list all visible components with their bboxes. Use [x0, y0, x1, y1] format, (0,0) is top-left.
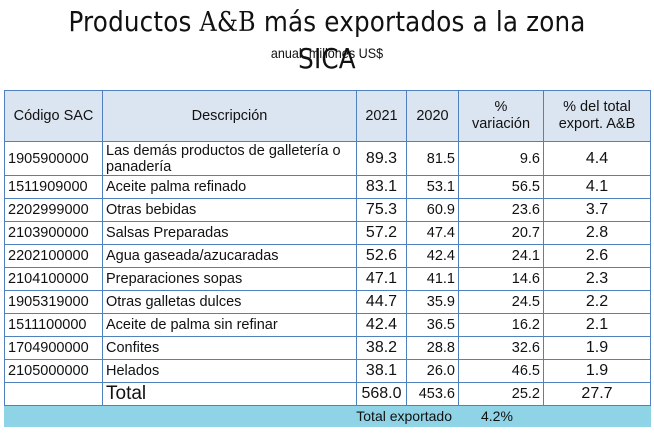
cell-2020: 42.4 [406, 244, 459, 268]
header-share-line2: export. A&B [558, 116, 636, 132]
table-header-row: Código SAC Descripción 2021 2020 % variac… [4, 90, 651, 142]
cell-2020: 47.4 [406, 221, 459, 245]
header-2020: 2020 [406, 90, 459, 142]
header-share: % del total export. A&B [543, 90, 651, 142]
cell-description: Agua gaseada/azucaradas [102, 244, 357, 268]
cell-share: 1.9 [543, 336, 651, 360]
cell-2020: 36.5 [406, 313, 459, 337]
cell-code: 1511100000 [4, 313, 103, 337]
cell-description: Helados [102, 359, 357, 383]
header-share-line1: % del total [563, 99, 631, 115]
cell-variation: 16.2 [458, 313, 544, 337]
cell-share: 2.8 [543, 221, 651, 245]
cell-description: Confites [102, 336, 357, 360]
subtitle-unit: millones US$ [308, 45, 384, 61]
header-variation: % variación [458, 90, 544, 142]
cell-code: 2104100000 [4, 267, 103, 291]
cell-variation: 14.6 [458, 267, 544, 291]
cell-2021: 57.2 [356, 221, 407, 245]
cell-variation: 24.1 [458, 244, 544, 268]
summary-label: Total exportado [4, 405, 459, 427]
page-subtitle: anual millones US$ [33, 44, 622, 62]
cell-2020: 28.8 [406, 336, 459, 360]
cell-variation: 56.5 [458, 175, 544, 199]
title-brand: A&B [199, 7, 256, 38]
cell-variation: 20.7 [458, 221, 544, 245]
cell-share: 2.1 [543, 313, 651, 337]
header-code: Código SAC [4, 90, 103, 142]
cell-variation: 32.6 [458, 336, 544, 360]
total-row: Total 568.0 453.6 25.2 27.7 [4, 382, 651, 406]
cell-2021: 83.1 [356, 175, 407, 199]
cell-code: 1511909000 [4, 175, 103, 199]
table-row: 2202999000 Otras bebidas 75.3 60.9 23.6 … [4, 198, 651, 222]
cell-variation: 23.6 [458, 198, 544, 222]
cell-2020: 26.0 [406, 359, 459, 383]
cell-variation: 9.6 [458, 141, 544, 176]
cell-2021: 44.7 [356, 290, 407, 314]
cell-2021: 47.1 [356, 267, 407, 291]
cell-2021: 38.1 [356, 359, 407, 383]
cell-code: 2103900000 [4, 221, 103, 245]
table-row: 1511100000 Aceite de palma sin refinar 4… [4, 313, 651, 337]
table-row: 2105000000 Helados 38.1 26.0 46.5 1.9 [4, 359, 651, 383]
cell-share: 3.7 [543, 198, 651, 222]
cell-description: Otras galletas dulces [102, 290, 357, 314]
cell-description: Las demás productos de galletería o pana… [102, 141, 357, 176]
cell-share: 4.1 [543, 175, 651, 199]
cell-share: 2.6 [543, 244, 651, 268]
cell-description: Salsas Preparadas [102, 221, 357, 245]
table-row: 1511909000 Aceite palma refinado 83.1 53… [4, 175, 651, 199]
total-label: Total [102, 382, 357, 406]
cell-code: 1905319000 [4, 290, 103, 314]
total-2020: 453.6 [406, 382, 459, 406]
table-row: 2104100000 Preparaciones sopas 47.1 41.1… [4, 267, 651, 291]
header-variation-line2: variación [471, 116, 531, 132]
table-row: 2103900000 Salsas Preparadas 57.2 47.4 2… [4, 221, 651, 245]
cell-2020: 41.1 [406, 267, 459, 291]
cell-code: 2202100000 [4, 244, 103, 268]
header-variation-line1: % [494, 99, 508, 115]
header-description: Descripción [102, 90, 357, 142]
total-code-cell [4, 382, 103, 406]
title-rest: más exportados a la zona SICA [255, 5, 586, 75]
page-title: Productos A&B más exportados a la zona S… [39, 4, 615, 77]
cell-variation: 46.5 [458, 359, 544, 383]
table-row: 1905319000 Otras galletas dulces 44.7 35… [4, 290, 651, 314]
cell-2020: 35.9 [406, 290, 459, 314]
header-2021: 2021 [356, 90, 407, 142]
exports-table: Código SAC Descripción 2021 2020 % variac… [4, 90, 651, 427]
cell-share: 2.3 [543, 267, 651, 291]
summary-value: 4.2% [458, 405, 651, 427]
table-row: 2202100000 Agua gaseada/azucaradas 52.6 … [4, 244, 651, 268]
cell-2021: 75.3 [356, 198, 407, 222]
cell-code: 1704900000 [4, 336, 103, 360]
cell-code: 1905900000 [4, 141, 103, 176]
cell-description: Aceite palma refinado [102, 175, 357, 199]
total-2021: 568.0 [356, 382, 407, 406]
cell-2021: 89.3 [356, 141, 407, 176]
table-row: 1905900000 Las demás productos de gallet… [4, 141, 651, 176]
cell-2021: 38.2 [356, 336, 407, 360]
title-text: Productos [68, 5, 200, 38]
cell-2020: 60.9 [406, 198, 459, 222]
subtitle-period: anual [270, 45, 302, 61]
cell-description: Otras bebidas [102, 198, 357, 222]
total-variation: 25.2 [458, 382, 544, 406]
cell-code: 2105000000 [4, 359, 103, 383]
total-share: 27.7 [543, 382, 651, 406]
cell-code: 2202999000 [4, 198, 103, 222]
table-row: 1704900000 Confites 38.2 28.8 32.6 1.9 [4, 336, 651, 360]
cell-description: Aceite de palma sin refinar [102, 313, 357, 337]
cell-share: 4.4 [543, 141, 651, 176]
cell-description: Preparaciones sopas [102, 267, 357, 291]
cell-2020: 53.1 [406, 175, 459, 199]
cell-share: 1.9 [543, 359, 651, 383]
cell-2021: 52.6 [356, 244, 407, 268]
cell-2020: 81.5 [406, 141, 459, 176]
cell-2021: 42.4 [356, 313, 407, 337]
summary-row: Total exportado 4.2% [4, 405, 651, 427]
cell-variation: 24.5 [458, 290, 544, 314]
cell-share: 2.2 [543, 290, 651, 314]
